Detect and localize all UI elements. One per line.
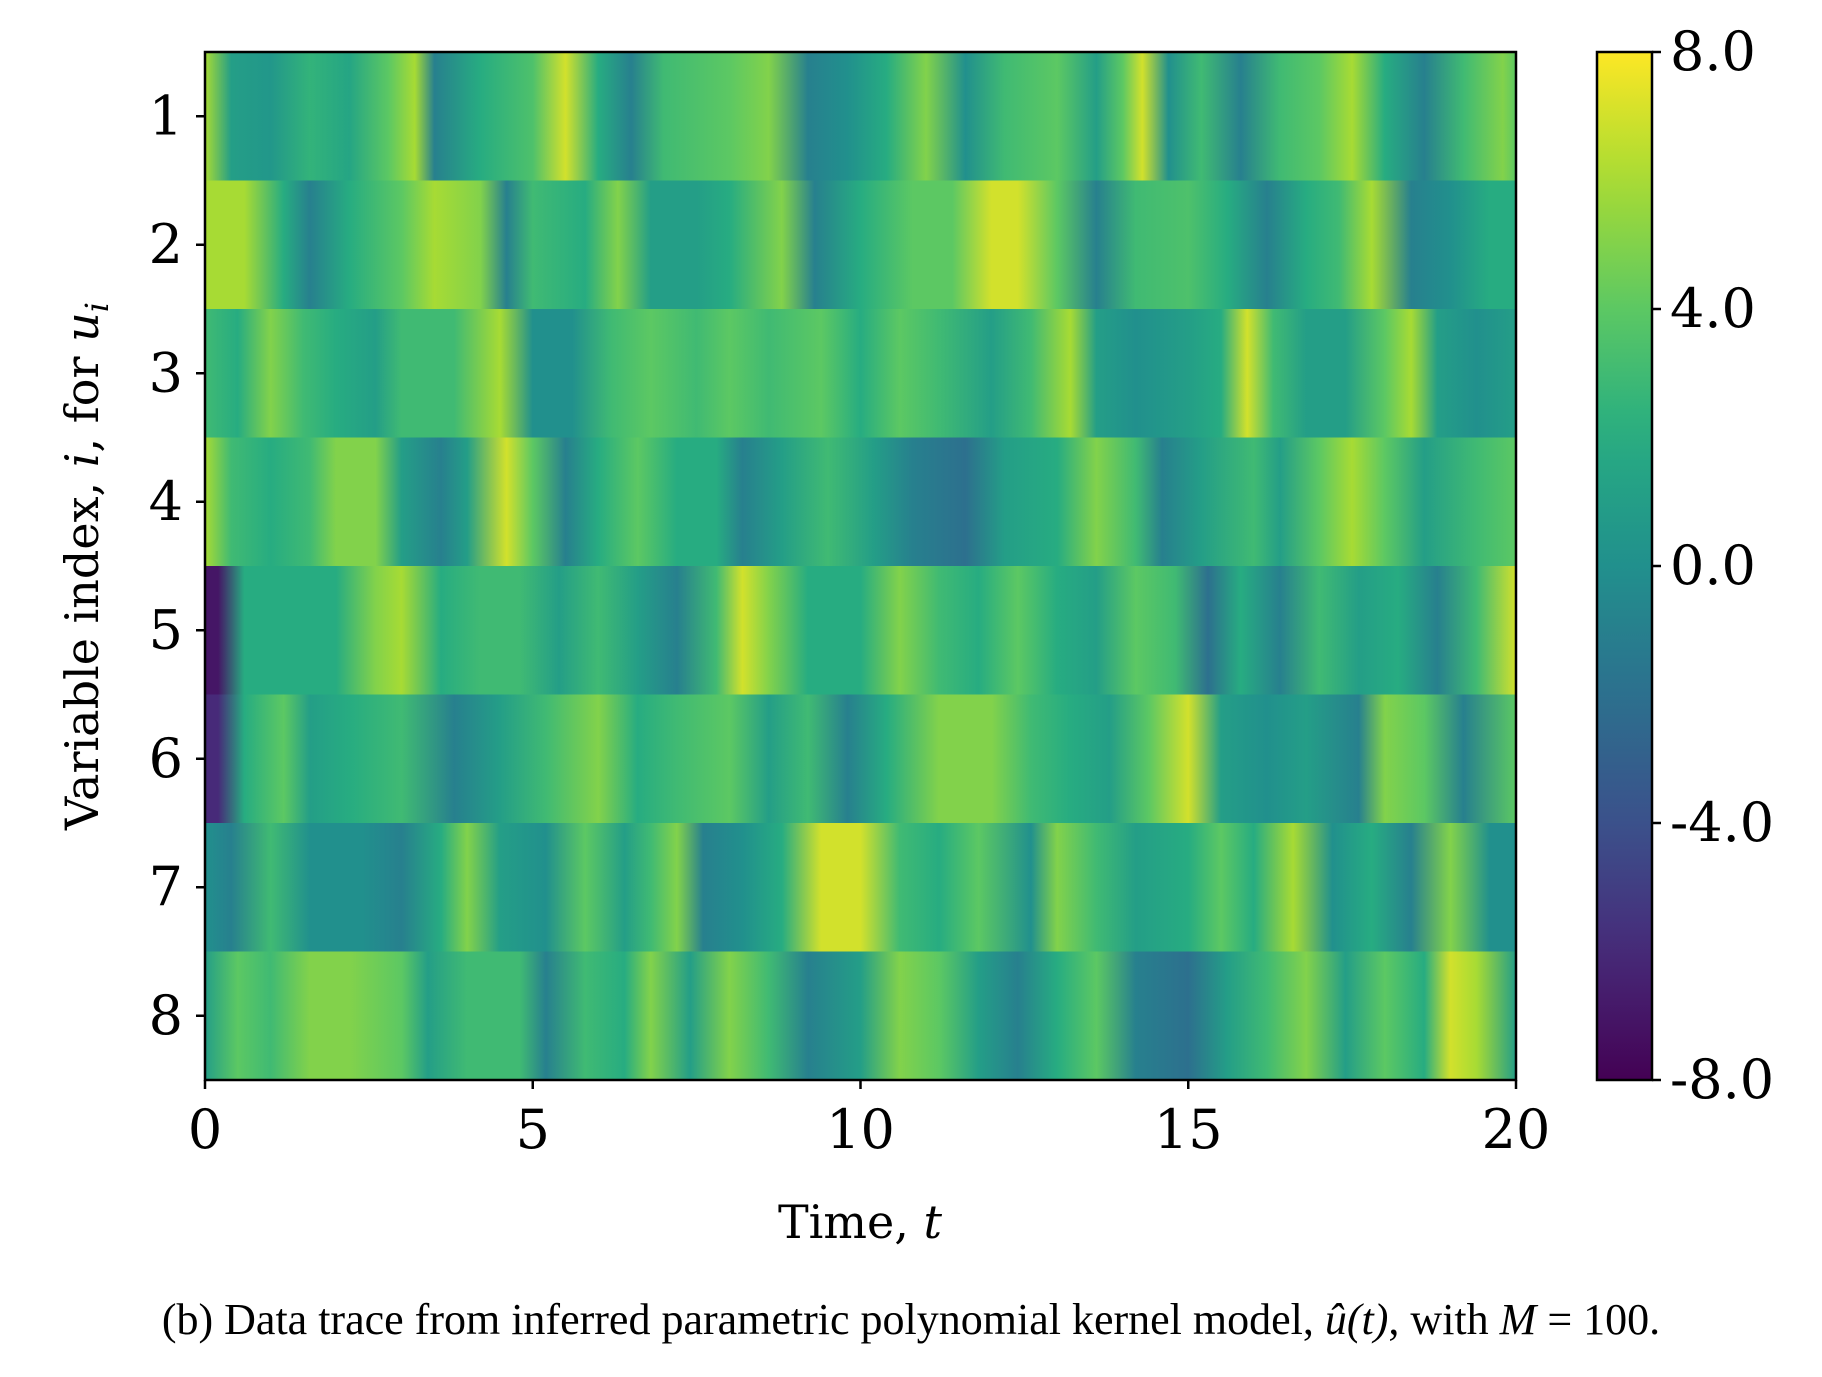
heatmap-row-4 xyxy=(205,437,1516,567)
heatmap-row-2 xyxy=(205,180,1516,310)
x-tick-label: 15 xyxy=(1154,1098,1223,1161)
colorbar-tick-label: 0.0 xyxy=(1670,534,1756,597)
colorbar-tick-label: 4.0 xyxy=(1670,277,1756,340)
caption-equals: = 100. xyxy=(1536,1295,1661,1344)
figure-caption: (b) Data trace from inferred parametric … xyxy=(0,1294,1822,1345)
caption-middle: , with xyxy=(1388,1295,1500,1344)
colorbar-tick-label: 8.0 xyxy=(1670,20,1756,83)
heatmap-rows xyxy=(205,52,1516,1081)
x-tick-label: 20 xyxy=(1482,1098,1551,1161)
y-tick-label: 2 xyxy=(149,213,183,276)
caption-m-symbol: M xyxy=(1499,1295,1537,1344)
y-tick-label: 3 xyxy=(149,341,183,404)
y-tick-label: 5 xyxy=(149,598,183,661)
x-tick-label: 5 xyxy=(516,1098,550,1161)
heatmap-row-5 xyxy=(205,566,1516,696)
colorbar-ticks: 8.0 4.0 0.0 -4.0 -8.0 xyxy=(1652,20,1774,1111)
caption-prefix: (b) Data trace from inferred parametric … xyxy=(161,1295,1325,1344)
y-axis-label: Variable index, i, for ui xyxy=(55,302,116,831)
y-tick-label: 4 xyxy=(149,470,183,533)
y-tick-label: 7 xyxy=(149,855,183,918)
x-tick-label: 0 xyxy=(188,1098,222,1161)
heatmap-row-7 xyxy=(205,823,1516,953)
y-tick-label: 8 xyxy=(149,984,183,1047)
y-axis-ticks: 1 2 3 4 5 6 7 8 xyxy=(149,84,205,1047)
heatmap-row-1 xyxy=(205,52,1516,182)
colorbar-tick-label: -8.0 xyxy=(1670,1048,1774,1111)
colorbar-tick-label: -4.0 xyxy=(1670,791,1774,854)
heatmap-row-8 xyxy=(205,951,1516,1081)
colorbar xyxy=(1595,50,1654,1082)
y-tick-label: 6 xyxy=(149,727,183,790)
caption-formula: û(t) xyxy=(1324,1295,1389,1344)
heatmap-row-3 xyxy=(205,309,1516,439)
x-axis-label: Time, t xyxy=(778,1195,942,1249)
heatmap-row-6 xyxy=(205,694,1516,824)
y-tick-label: 1 xyxy=(149,84,183,147)
x-tick-label: 10 xyxy=(826,1098,895,1161)
x-axis-ticks: 0 5 10 15 20 xyxy=(188,1080,1551,1161)
